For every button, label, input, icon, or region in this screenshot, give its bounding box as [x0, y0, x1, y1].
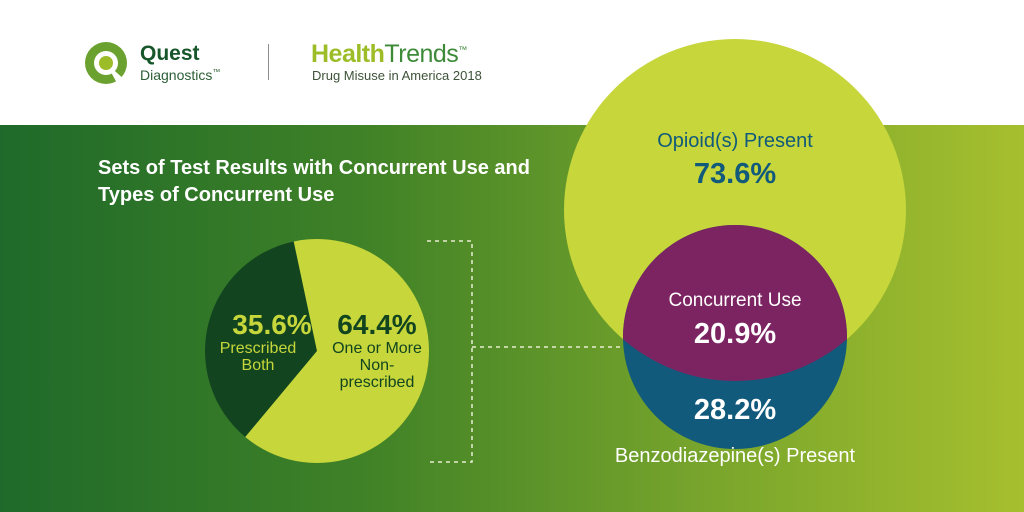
venn-intersection	[623, 225, 847, 381]
venn-intersection-label: Concurrent Use	[668, 290, 802, 311]
pie-slice	[205, 241, 317, 437]
report-title-trends: Trends	[384, 40, 459, 68]
pie-slice-label: Both	[241, 357, 275, 374]
pie-slice-label: Prescribed	[219, 340, 297, 357]
quest-logo-icon	[85, 42, 127, 85]
report-subtitle: Drug Misuse in America 2018	[312, 68, 482, 83]
venn-intersection-value: 20.9%	[693, 318, 777, 350]
report-title-health: Health	[311, 40, 385, 68]
chart-title: Sets of Test Results with Concurrent Use…	[98, 157, 530, 206]
venn-set-label: Opioid(s) Present	[657, 130, 813, 152]
pie-slice	[245, 239, 429, 463]
pie-value-label: 64.4%	[337, 309, 417, 340]
bracket-line	[427, 240, 473, 463]
pie-slice-label: Non-	[359, 357, 395, 374]
brand-name: Quest	[140, 42, 200, 65]
venn-diagram	[564, 39, 906, 449]
pie-chart	[205, 239, 429, 463]
venn-set-label: Benzodiazepine(s) Present	[614, 445, 856, 467]
pie-slice-label: One or More	[332, 340, 422, 357]
header-divider	[268, 44, 269, 80]
pie-slice-label: prescribed	[339, 374, 415, 391]
venn-value-label: 73.6%	[693, 158, 777, 190]
report-title: HealthTrends™	[311, 40, 467, 68]
brand-subname: Diagnostics™	[140, 67, 221, 83]
pie-value-label: 35.6%	[232, 309, 312, 340]
venn-value-label: 28.2%	[693, 394, 777, 426]
